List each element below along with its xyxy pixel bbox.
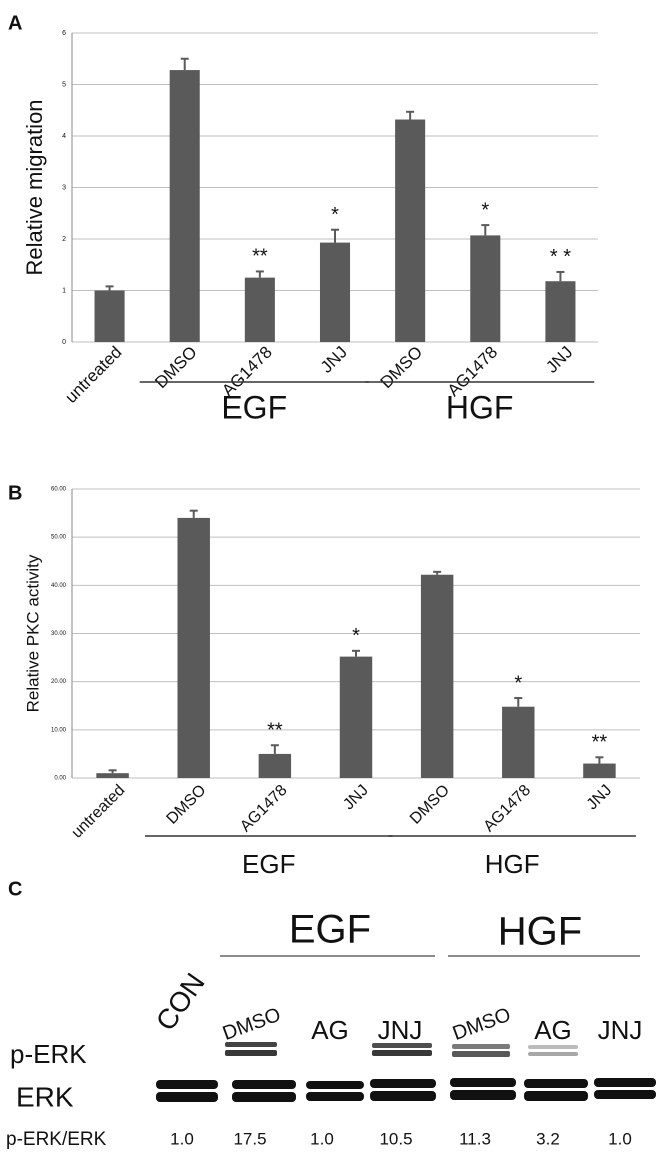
error-bar <box>331 228 339 243</box>
significance: * <box>331 204 339 226</box>
bar <box>258 753 292 778</box>
y-tick-label: 4 <box>62 133 66 140</box>
bar <box>420 574 454 778</box>
panel-label: C <box>8 878 22 900</box>
lane-label: AG <box>311 1015 349 1045</box>
x-tick-label: DMSO <box>164 782 210 828</box>
y-axis-label: Relative PKC activity <box>23 554 42 712</box>
significance: * <box>514 672 522 694</box>
ratio-value: 1.0 <box>310 1129 334 1148</box>
significance: * * <box>550 246 571 268</box>
significance: ** <box>592 732 608 754</box>
group-label: EGF <box>221 389 287 425</box>
error-bar <box>433 570 442 575</box>
y-axis-label: Relative migration <box>22 99 47 275</box>
x-tick-label: JNJ <box>340 782 372 814</box>
bar <box>169 70 200 342</box>
error-bar <box>189 509 198 518</box>
ratio-value: 17.5 <box>233 1129 266 1148</box>
ratio-label: p-ERK/ERK <box>6 1129 107 1150</box>
y-tick-label: 30.00 <box>51 631 67 637</box>
bar <box>319 242 351 342</box>
y-tick-label: 50.00 <box>51 535 67 541</box>
row-label: ERK <box>16 1081 74 1112</box>
error-bar <box>270 744 279 754</box>
error-bar <box>406 110 415 120</box>
y-tick-label: 0.00 <box>54 776 66 782</box>
bar <box>96 773 129 778</box>
x-tick-label: AG1478 <box>481 782 535 836</box>
y-tick-label: 60.00 <box>51 487 67 493</box>
group-label: HGF <box>485 849 540 879</box>
y-tick-label: 6 <box>62 30 66 37</box>
panel-label: B <box>8 482 22 504</box>
significance: * <box>352 625 360 647</box>
x-tick-label: AG1478 <box>237 782 291 836</box>
ratio-value: 1.0 <box>170 1129 194 1148</box>
x-tick-label: JNJ <box>317 343 351 377</box>
y-tick-label: 10.00 <box>51 727 67 733</box>
error-bar <box>514 697 523 707</box>
bar <box>244 277 275 342</box>
lane-label: DMSO <box>450 1004 514 1045</box>
error-bar <box>108 769 117 774</box>
ratio-value: 1.0 <box>608 1129 632 1148</box>
x-tick-label: DMSO <box>377 343 426 392</box>
y-tick-label: 20.00 <box>51 679 67 685</box>
bar <box>395 119 426 343</box>
bar <box>502 706 535 778</box>
bar <box>545 281 576 342</box>
bar <box>470 235 501 342</box>
lane-label: AG <box>534 1015 572 1045</box>
y-tick-label: 2 <box>62 236 66 243</box>
row-label: p-ERK <box>10 1039 87 1069</box>
y-tick-label: 3 <box>62 184 66 191</box>
error-bar <box>255 270 264 278</box>
lane-label: CON <box>150 967 211 1036</box>
group-label: HGF <box>446 389 514 425</box>
ratio-value: 10.5 <box>379 1129 412 1148</box>
error-bar <box>595 756 604 764</box>
error-bar <box>105 285 114 291</box>
lane-label: JNJ <box>598 1015 643 1045</box>
significance: * <box>481 199 489 221</box>
y-tick-label: 5 <box>62 81 66 88</box>
bar <box>94 290 125 342</box>
group-label: EGF <box>242 849 295 879</box>
erk-bands <box>156 1078 656 1102</box>
y-tick-label: 40.00 <box>51 583 67 589</box>
bar <box>177 517 210 778</box>
group-label: EGF <box>289 908 371 952</box>
x-tick-label: untreated <box>69 782 129 842</box>
lane-label: DMSO <box>220 1004 284 1045</box>
y-tick-label: 0 <box>62 339 66 346</box>
y-tick-label: 1 <box>62 287 66 294</box>
group-label: HGF <box>498 910 582 954</box>
ratio-value: 11.3 <box>459 1129 491 1148</box>
blot: EGF HGF CON DMSO AG JNJ DMSO AG JNJ p-ER… <box>6 908 656 1150</box>
ratio-value: 3.2 <box>536 1129 560 1148</box>
panel-label: A <box>8 12 22 34</box>
x-tick-label: untreated <box>61 343 125 407</box>
x-tick-label: DMSO <box>151 343 200 392</box>
error-bar <box>556 270 565 282</box>
bar <box>583 763 616 778</box>
error-bar <box>481 224 490 236</box>
x-tick-label: JNJ <box>542 343 576 377</box>
x-tick-label: JNJ <box>584 782 616 814</box>
lane-label: JNJ <box>378 1015 423 1045</box>
error-bar <box>180 57 189 71</box>
significance: ** <box>252 246 268 268</box>
error-bar <box>352 649 360 657</box>
x-tick-label: DMSO <box>407 782 453 828</box>
p-erk-bands <box>225 1042 578 1057</box>
significance: ** <box>267 720 283 742</box>
bar <box>339 656 373 778</box>
